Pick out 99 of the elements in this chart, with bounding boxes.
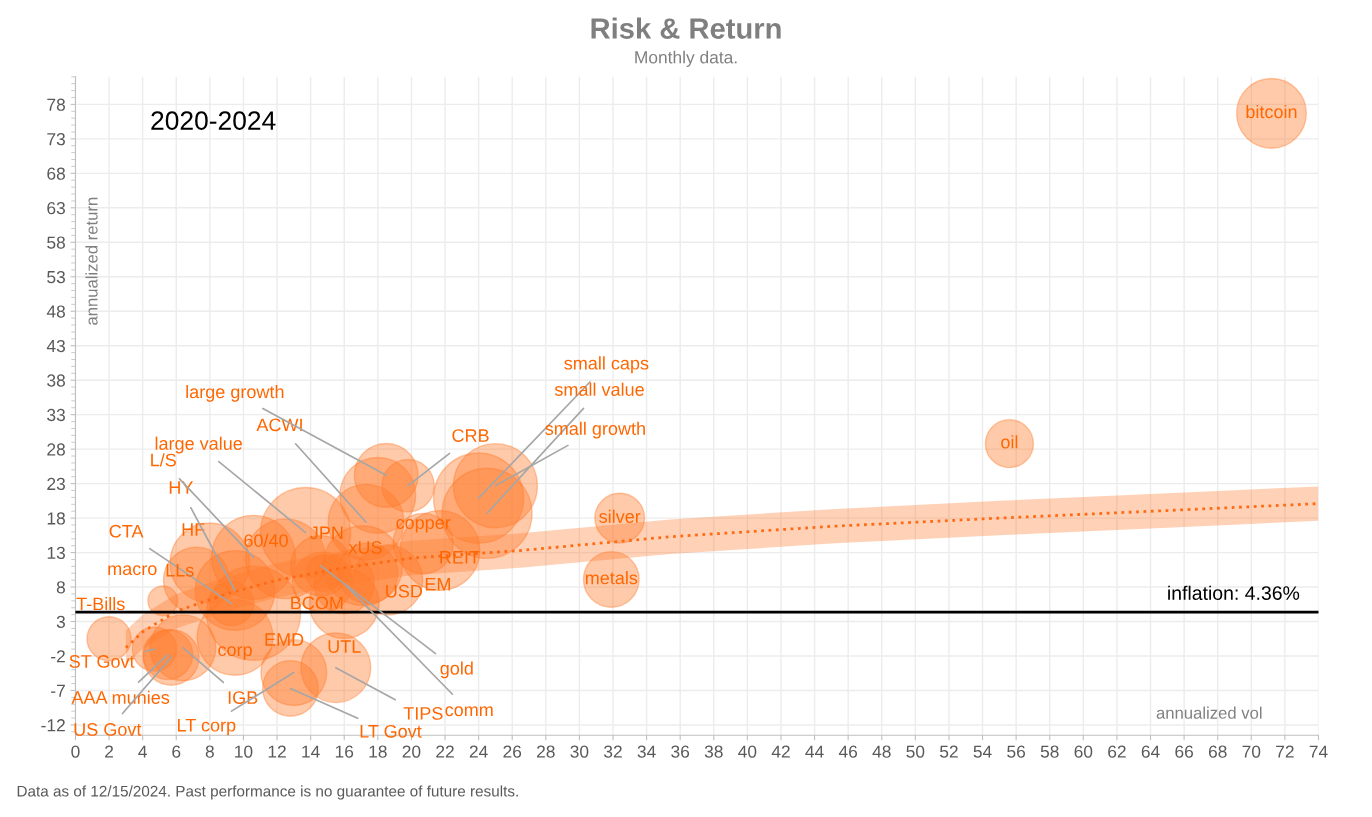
x-tick-label: 6 xyxy=(172,745,181,758)
y-tick-label: 3 xyxy=(56,615,65,628)
ref-line-label: inflation: 4.36% xyxy=(1168,585,1300,600)
annotation: LT corp xyxy=(178,718,236,736)
y-tick-label: 13 xyxy=(47,546,65,560)
annotation: USD xyxy=(386,584,423,598)
x-tick-label: 70 xyxy=(1242,745,1261,758)
x-tick-label: 62 xyxy=(1108,745,1126,758)
y-tick-label: 38 xyxy=(47,374,65,387)
x-tick-label: 48 xyxy=(872,745,891,758)
chart-title: Risk & Return xyxy=(591,17,781,39)
annotation: IGB xyxy=(228,691,258,704)
annotation: HF xyxy=(182,523,205,536)
x-tick-label: 14 xyxy=(302,745,320,758)
x-tick-label: 64 xyxy=(1141,745,1160,758)
y-tick-label: -7 xyxy=(51,684,65,697)
annotation: L/S xyxy=(151,453,176,467)
x-tick-label: 8 xyxy=(205,745,214,758)
y-tick-label: -2 xyxy=(51,650,65,663)
annotation: REIT xyxy=(440,551,480,564)
annotation: T-Bills xyxy=(76,597,125,611)
annotation: US Govt xyxy=(74,723,142,736)
y-tick-label: 53 xyxy=(47,270,65,284)
x-tick-label: 18 xyxy=(369,745,387,758)
y-tick-label: 68 xyxy=(47,167,65,180)
annotation: small caps xyxy=(564,356,649,374)
x-tick-label: 56 xyxy=(1007,745,1026,758)
annotation: large growth xyxy=(186,384,284,402)
x-tick-label: 20 xyxy=(402,745,421,758)
x-tick-label: 2 xyxy=(105,745,114,758)
chart-subtitle: Monthly data. xyxy=(635,50,737,67)
annotation: ACWI xyxy=(256,418,302,432)
y-tick-label: 63 xyxy=(47,201,65,215)
x-tick-label: 40 xyxy=(738,745,757,758)
y-tick-label: 33 xyxy=(47,408,65,422)
annotation: small value xyxy=(554,382,644,396)
x-tick-label: 22 xyxy=(436,745,454,758)
y-tick-label: 78 xyxy=(47,98,65,111)
annotation: silver xyxy=(599,509,641,523)
y-tick-label: 43 xyxy=(46,339,65,353)
y-tick-label: 48 xyxy=(46,305,65,318)
annotation: CTA xyxy=(109,524,144,538)
x-tick-label: 16 xyxy=(335,745,354,758)
annotation: metals xyxy=(585,571,638,585)
x-tick-label: 24 xyxy=(469,745,488,758)
x-tick-label: 50 xyxy=(906,745,925,758)
annotation: CRB xyxy=(452,429,489,442)
x-tick-label: 72 xyxy=(1276,745,1294,758)
x-tick-label: 42 xyxy=(771,745,790,758)
x-tick-label: 44 xyxy=(805,745,824,758)
y-tick-label: 23 xyxy=(47,477,65,491)
x-tick-label: 60 xyxy=(1074,745,1093,758)
annotation: BCOM xyxy=(291,596,343,610)
annotation: copper xyxy=(396,519,451,533)
y-tick-label: 28 xyxy=(47,443,65,456)
x-tick-label: 52 xyxy=(939,745,958,758)
x-tick-label: 30 xyxy=(570,745,589,758)
text: Data as of 12/15/2024. Past performance is no guarantee of future results. xyxy=(17,785,518,800)
x-tick-label: 54 xyxy=(973,745,992,758)
annotation: 2020-2024 xyxy=(151,111,276,130)
annotation: AAA munies xyxy=(71,690,170,704)
x-tick-label: 12 xyxy=(268,745,286,758)
x-tick-label: 4 xyxy=(138,745,147,758)
y-tick-label: -12 xyxy=(41,719,65,732)
x-tick-label: 66 xyxy=(1175,745,1193,758)
x-tick-label: 38 xyxy=(704,745,723,758)
annotation: macro xyxy=(108,565,157,576)
x-tick-label: 68 xyxy=(1208,745,1227,758)
annotation: small growth xyxy=(545,421,645,439)
annotation: EMD xyxy=(265,633,304,646)
y-tick-label: 73 xyxy=(47,133,65,146)
annotation: oil xyxy=(1001,435,1018,449)
x-tick-label: 26 xyxy=(503,745,522,758)
annotation: bitcoin xyxy=(1246,104,1297,119)
x-tick-label: 0 xyxy=(71,745,80,758)
annotation: TIPS xyxy=(403,707,443,720)
annotation: comm xyxy=(445,706,493,717)
annotation: LT Govt xyxy=(360,724,422,738)
y-axis-title: annualized return xyxy=(85,197,98,325)
annotation: xUS xyxy=(348,541,382,554)
annotation: JPN xyxy=(310,526,343,540)
x-tick-label: 58 xyxy=(1040,745,1059,758)
x-tick-label: 46 xyxy=(838,745,858,758)
x-tick-label: 28 xyxy=(537,745,555,758)
y-tick-label: 8 xyxy=(56,581,65,594)
annotation: UTL xyxy=(328,640,361,653)
x-tick-label: 34 xyxy=(637,745,656,758)
x-tick-label: 36 xyxy=(671,745,690,758)
annotation: EM xyxy=(425,577,450,591)
annotation: gold xyxy=(440,661,473,679)
y-tick-label: 18 xyxy=(47,512,65,525)
x-tick-label: 32 xyxy=(603,745,622,758)
y-tick-label: 58 xyxy=(47,236,65,249)
annotation: corp xyxy=(218,646,252,660)
x-tick-label: 74 xyxy=(1309,745,1328,758)
x-axis-title: annualized vol xyxy=(1156,706,1262,719)
annotation: ST Govt xyxy=(69,655,135,668)
annotation: large value xyxy=(155,436,243,454)
x-tick-label: 10 xyxy=(235,745,253,758)
